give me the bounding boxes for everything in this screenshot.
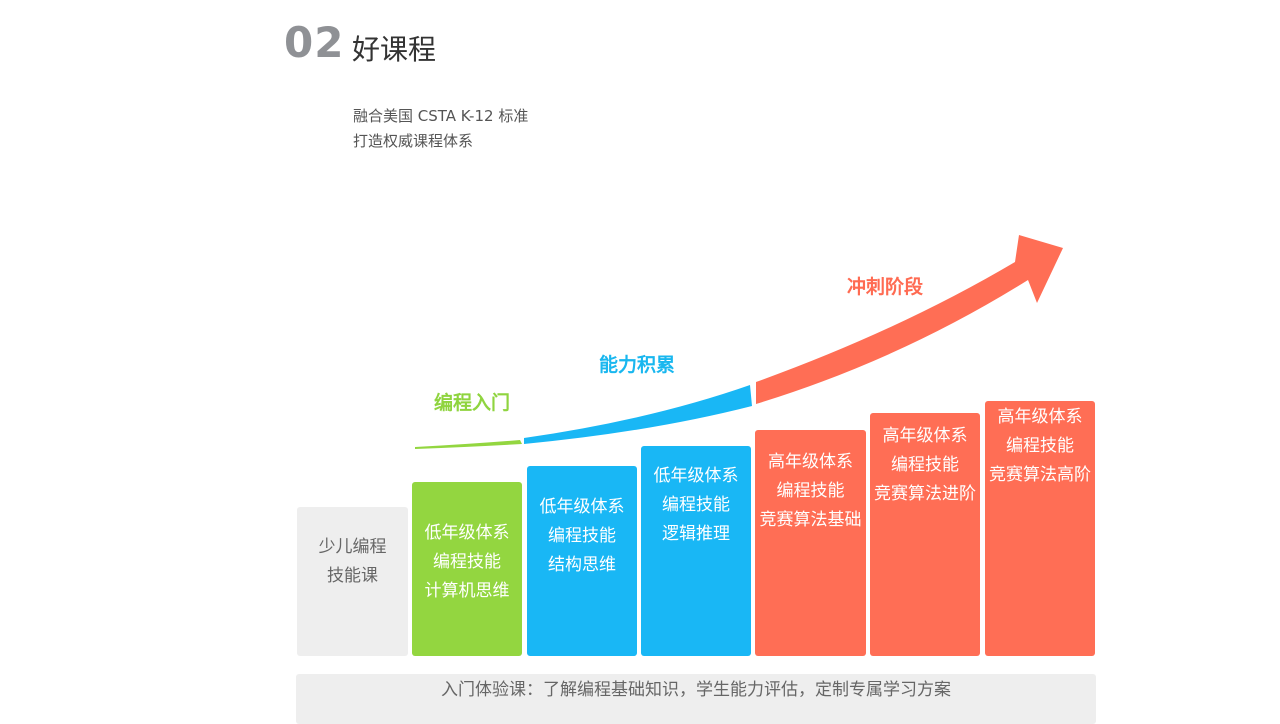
step-senior-algorithm-expert: 高年级体系 编程技能 竞赛算法高阶 [985, 401, 1095, 656]
step-line: 计算机思维 [424, 581, 510, 601]
step-line: 高年级体系 [882, 426, 968, 446]
subtitle-line-1: 融合美国 CSTA K-12 标准 [353, 107, 529, 125]
step-line: 编程技能 [662, 495, 730, 515]
section-title: 好课程 [352, 33, 437, 66]
step-line: 逻辑推理 [662, 524, 730, 544]
step-line: 低年级体系 [539, 497, 625, 517]
step-line: 编程技能 [548, 526, 616, 546]
growth-arrow-green-segment [415, 440, 522, 449]
step-line: 高年级体系 [997, 407, 1083, 427]
growth-arrow-red-segment [756, 235, 1063, 404]
stage-label-ability: 能力积累 [599, 354, 676, 376]
trial-class-banner: 入门体验课：了解编程基础知识，学生能力评估，定制专属学习方案 [296, 674, 1096, 724]
step-line: 低年级体系 [653, 466, 739, 486]
stage-label-intro: 编程入门 [434, 392, 511, 414]
step-line: 编程技能 [891, 455, 959, 475]
step-line: 编程技能 [1006, 436, 1074, 456]
step-line: 低年级体系 [424, 523, 510, 543]
step-line: 竞赛算法进阶 [874, 484, 976, 504]
step-line: 竞赛算法基础 [759, 510, 862, 530]
trial-class-text: 入门体验课：了解编程基础知识，学生能力评估，定制专属学习方案 [441, 679, 951, 700]
step-junior-logical-reasoning: 低年级体系 编程技能 逻辑推理 [641, 446, 751, 656]
subtitle-line-2: 打造权威课程体系 [353, 132, 474, 150]
step-junior-computational-thinking: 低年级体系 编程技能 计算机思维 [412, 482, 522, 656]
step-senior-algorithm-advanced: 高年级体系 编程技能 竞赛算法进阶 [870, 413, 980, 656]
step-line: 技能课 [327, 566, 378, 586]
step-line: 竞赛算法高阶 [989, 465, 1091, 485]
step-kids-coding: 少儿编程 技能课 [297, 507, 408, 656]
step-junior-structural-thinking: 低年级体系 编程技能 结构思维 [527, 466, 637, 656]
growth-arrow-blue-segment [524, 385, 752, 444]
section-number: 02 [284, 18, 345, 67]
step-line: 编程技能 [433, 552, 501, 572]
stage-label-sprint: 冲刺阶段 [847, 276, 924, 298]
step-line: 高年级体系 [768, 452, 853, 472]
step-line: 结构思维 [548, 555, 616, 575]
step-line: 编程技能 [776, 481, 845, 501]
step-line: 少儿编程 [318, 537, 387, 557]
step-senior-algorithm-basic: 高年级体系 编程技能 竞赛算法基础 [755, 430, 866, 656]
